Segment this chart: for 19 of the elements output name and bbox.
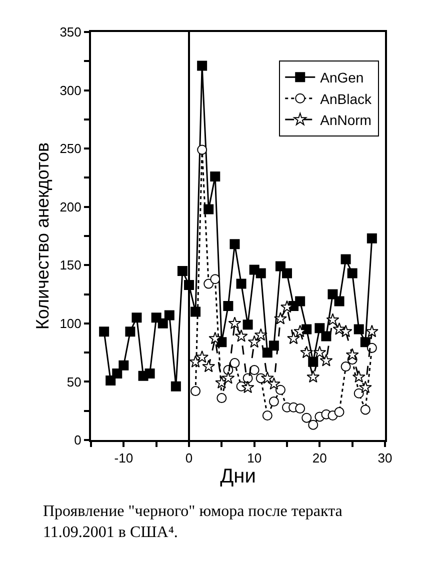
y-tick-label: 150 xyxy=(60,258,82,273)
x-tick-label: 20 xyxy=(312,450,327,466)
y-tick-label: 0 xyxy=(74,432,82,448)
y-tick-label: 50 xyxy=(66,374,82,390)
y-tick-label: 350 xyxy=(60,24,82,40)
x-tick-label: 10 xyxy=(247,450,262,466)
legend-label: AnBlack xyxy=(320,90,372,107)
legend-label: AnGen xyxy=(320,70,364,86)
legend-label: AnNorm xyxy=(320,112,372,128)
x-tick-label: 0 xyxy=(185,450,193,466)
text: Проявление "черного" юмора после теракта 11.09.2001 в США⁴. xyxy=(43,503,342,541)
y-tick-label: 300 xyxy=(60,82,82,98)
x-axis-title: Дни xyxy=(220,466,256,488)
x-tick-label: -10 xyxy=(114,450,134,466)
x-tick-label: 30 xyxy=(378,450,392,466)
y-tick-label: 200 xyxy=(60,199,82,214)
y-tick-label: 100 xyxy=(60,316,82,331)
y-tick-label: 250 xyxy=(60,141,82,156)
y-axis-title: Количество анекдотов xyxy=(32,142,52,330)
